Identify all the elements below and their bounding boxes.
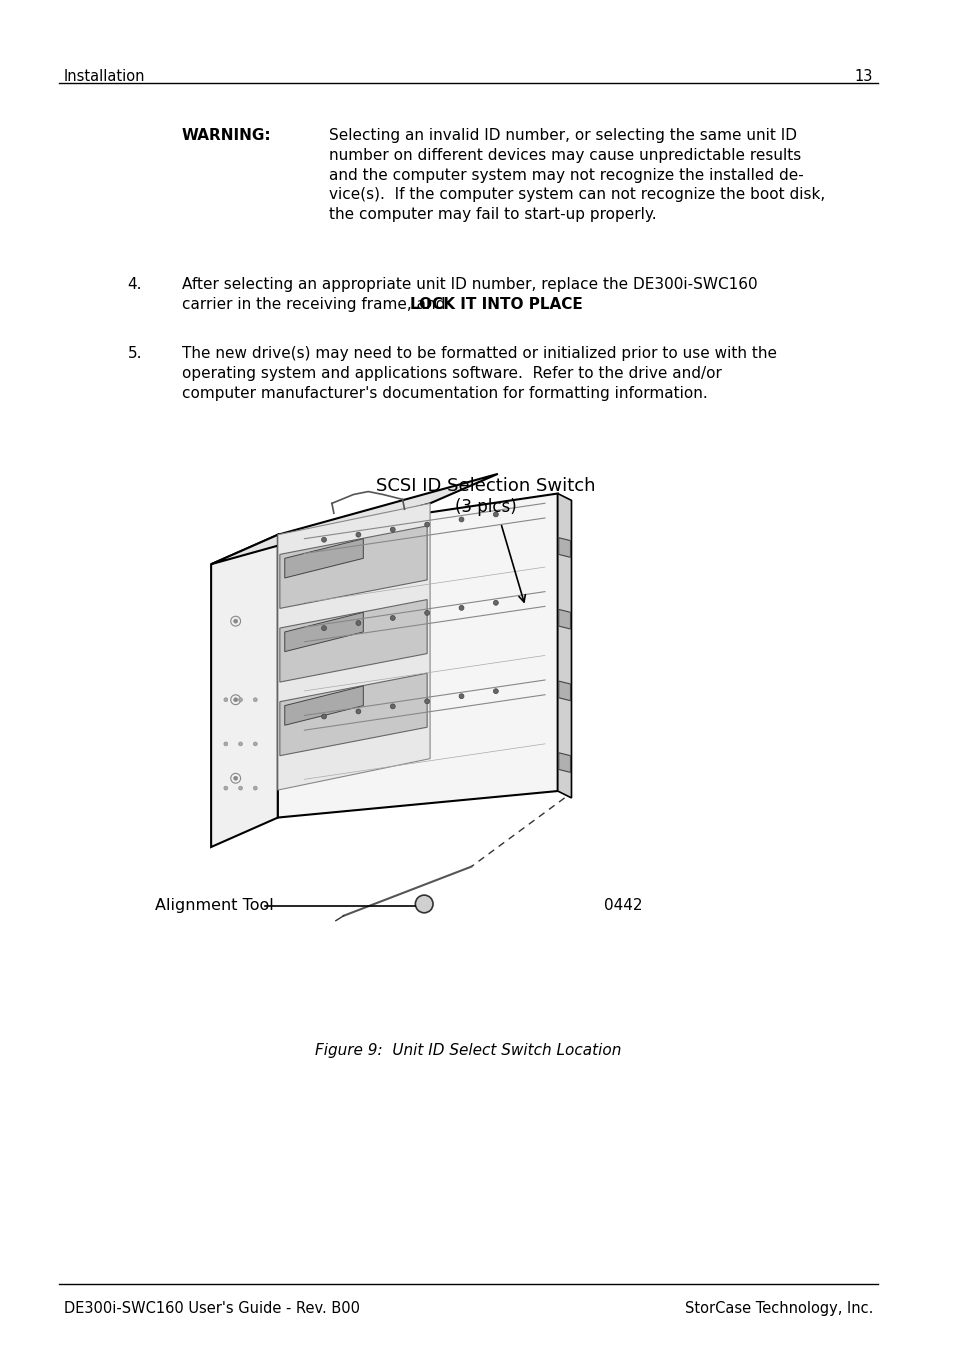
Circle shape [493,689,497,694]
Text: 5.: 5. [128,346,142,361]
Circle shape [493,512,497,517]
Circle shape [458,517,463,522]
Text: Installation: Installation [64,70,145,85]
Text: (3 plcs): (3 plcs) [455,498,517,516]
Circle shape [321,537,326,542]
Polygon shape [211,535,277,847]
Polygon shape [284,686,363,726]
Circle shape [238,742,242,746]
Circle shape [458,605,463,611]
Circle shape [224,698,228,702]
Text: 4.: 4. [128,278,142,293]
Circle shape [253,786,257,790]
Circle shape [424,611,429,616]
Text: The new drive(s) may need to be formatted or initialized prior to use with the: The new drive(s) may need to be formatte… [181,346,776,361]
Circle shape [493,601,497,605]
Text: and the computer system may not recognize the installed de-: and the computer system may not recogniz… [329,167,802,182]
Circle shape [224,742,228,746]
Circle shape [238,786,242,790]
Circle shape [424,522,429,527]
Text: computer manufacturer's documentation for formatting information.: computer manufacturer's documentation fo… [181,386,707,401]
Circle shape [390,704,395,709]
Text: SCSI ID Selection Switch: SCSI ID Selection Switch [375,476,596,494]
Polygon shape [284,612,363,652]
Polygon shape [558,538,570,557]
Circle shape [424,698,429,704]
Circle shape [390,527,395,533]
Text: After selecting an appropriate unit ID number, replace the DE300i-SWC160: After selecting an appropriate unit ID n… [181,278,757,293]
Circle shape [458,694,463,698]
Text: .: . [541,297,546,312]
Polygon shape [284,538,363,578]
Text: vice(s).  If the computer system can not recognize the boot disk,: vice(s). If the computer system can not … [329,188,824,203]
Circle shape [253,742,257,746]
Text: LOCK IT INTO PLACE: LOCK IT INTO PLACE [409,297,581,312]
Circle shape [415,895,433,913]
Text: WARNING:: WARNING: [181,129,271,144]
Polygon shape [279,674,427,756]
Text: StorCase Technology, Inc.: StorCase Technology, Inc. [684,1301,872,1316]
Circle shape [233,698,237,702]
Circle shape [321,626,326,631]
Circle shape [233,619,237,623]
Polygon shape [558,680,570,701]
Text: carrier in the receiving frame, and: carrier in the receiving frame, and [181,297,450,312]
Circle shape [355,620,360,626]
Circle shape [224,786,228,790]
Text: number on different devices may cause unpredictable results: number on different devices may cause un… [329,148,801,163]
Circle shape [238,698,242,702]
Polygon shape [558,753,570,772]
Text: DE300i-SWC160 User's Guide - Rev. B00: DE300i-SWC160 User's Guide - Rev. B00 [64,1301,359,1316]
Text: Selecting an invalid ID number, or selecting the same unit ID: Selecting an invalid ID number, or selec… [329,129,796,144]
Circle shape [355,533,360,537]
Circle shape [355,709,360,713]
Text: operating system and applications software.  Refer to the drive and/or: operating system and applications softwa… [181,366,720,381]
Text: the computer may fail to start-up properly.: the computer may fail to start-up proper… [329,207,656,222]
Text: 0442: 0442 [603,898,641,913]
Text: Figure 9:  Unit ID Select Switch Location: Figure 9: Unit ID Select Switch Location [314,1043,621,1058]
Polygon shape [211,474,497,564]
Circle shape [253,698,257,702]
Polygon shape [279,600,427,682]
Polygon shape [558,493,571,798]
Polygon shape [277,493,558,817]
Text: Alignment Tool: Alignment Tool [155,898,274,913]
Text: 13: 13 [854,70,872,85]
Polygon shape [558,609,570,628]
Circle shape [321,715,326,719]
Circle shape [233,776,237,780]
Circle shape [390,616,395,620]
Polygon shape [277,504,430,790]
Polygon shape [279,526,427,608]
